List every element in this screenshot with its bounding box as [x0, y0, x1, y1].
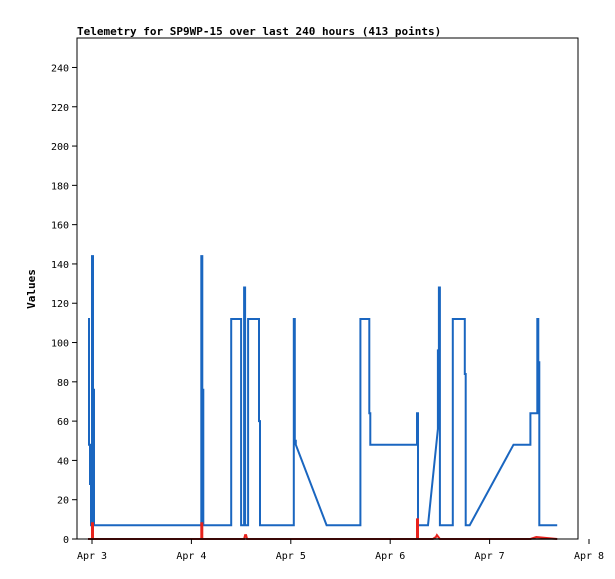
x-tick-label: Apr 6: [375, 551, 405, 562]
x-tick-label: Apr 4: [176, 551, 206, 562]
y-tick-label: 0: [63, 535, 69, 546]
x-tick-label: Apr 3: [77, 551, 107, 562]
x-tick-label: Apr 8: [574, 551, 604, 562]
y-tick-label: 100: [51, 339, 69, 350]
y-tick-label: 20: [57, 496, 69, 507]
y-tick-label: 180: [51, 181, 69, 192]
y-tick-label: 200: [51, 142, 69, 153]
chart-title: Telemetry for SP9WP-15 over last 240 hou…: [77, 25, 441, 38]
x-tick-label: Apr 7: [475, 551, 505, 562]
y-tick-label: 140: [51, 260, 69, 271]
x-tick-label: Apr 5: [276, 551, 306, 562]
y-tick-label: 60: [57, 417, 69, 428]
y-tick-label: 120: [51, 299, 69, 310]
plot-frame: [76, 37, 579, 540]
y-axis-label: Values: [25, 269, 38, 309]
y-tick-label: 240: [51, 63, 69, 74]
y-tick-label: 80: [57, 378, 69, 389]
series-layer: [88, 255, 558, 540]
y-axis-ticks: 0 20 40 60 80 100 120 140 160 180 200 220 240: [51, 63, 77, 546]
y-tick-label: 40: [57, 456, 69, 467]
y-tick-label: 160: [51, 221, 69, 232]
series-line-1: [88, 255, 558, 527]
series-line-2: [88, 518, 558, 540]
x-axis-ticks: Apr 3 Apr 4 Apr 5 Apr 6 Apr 7 Apr 8: [77, 539, 604, 562]
y-tick-label: 220: [51, 103, 69, 114]
